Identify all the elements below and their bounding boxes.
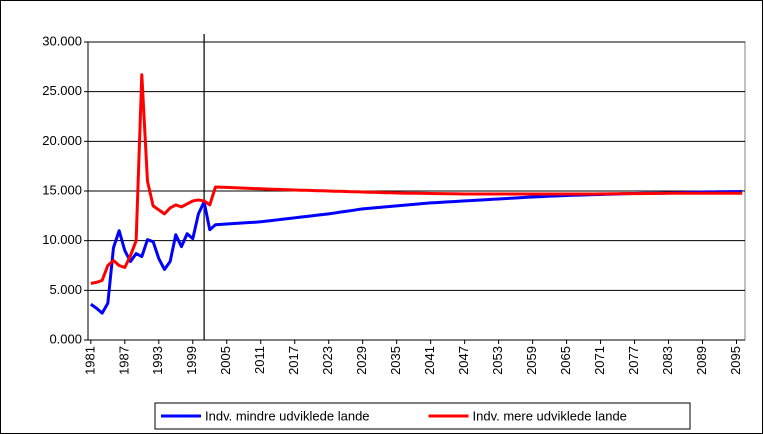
y-tick-label: 15.000	[42, 182, 82, 197]
y-tick-label: 0.000	[49, 331, 82, 346]
x-tick-label: 2059	[524, 346, 539, 375]
x-tick-label: 1981	[82, 346, 97, 375]
x-tick-label: 2041	[422, 346, 437, 375]
x-tick-label: 2065	[558, 346, 573, 375]
series-line	[90, 73, 743, 285]
x-tick-label: 2071	[592, 346, 607, 375]
x-tick-label: 2077	[626, 346, 641, 375]
legend-label: Indv. mindre udviklede lande	[205, 408, 370, 423]
x-tick-label: 2029	[354, 346, 369, 375]
x-tick-label: 2083	[660, 346, 675, 375]
y-tick-label: 30.000	[42, 33, 82, 48]
legend-box	[154, 402, 691, 430]
x-tick-label: 2017	[286, 346, 301, 375]
x-tick-label: 2005	[218, 346, 233, 375]
y-tick-label: 25.000	[42, 83, 82, 98]
x-tick-label: 1993	[150, 346, 165, 375]
y-tick-label: 5.000	[49, 282, 82, 297]
legend-label: Indv. mere udviklede lande	[473, 408, 627, 423]
y-tick-label: 20.000	[42, 133, 82, 148]
x-tick-label: 2095	[728, 346, 743, 375]
x-tick-label: 2011	[252, 346, 267, 374]
x-tick-label: 2047	[456, 346, 471, 375]
x-tick-label: 1987	[116, 346, 131, 375]
x-tick-label: 2023	[320, 346, 335, 375]
x-tick-label: 1999	[184, 346, 199, 375]
y-tick-label: 10.000	[42, 232, 82, 247]
x-tick-label: 2053	[490, 346, 505, 375]
x-tick-label: 2035	[388, 346, 403, 375]
x-tick-label: 2089	[694, 346, 709, 375]
